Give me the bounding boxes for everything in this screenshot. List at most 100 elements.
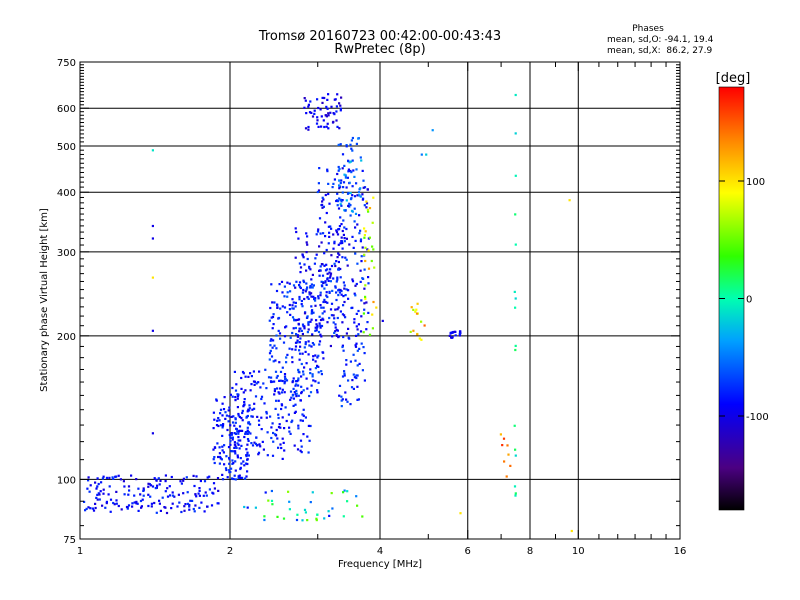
data-point — [330, 227, 333, 230]
data-point — [242, 405, 245, 408]
data-point — [315, 122, 319, 125]
data-point — [351, 280, 355, 283]
data-point — [250, 415, 253, 418]
data-point — [277, 413, 280, 416]
data-point — [224, 417, 227, 420]
data-point — [339, 143, 342, 146]
data-point — [154, 487, 157, 490]
data-point — [229, 393, 232, 396]
data-point — [229, 436, 232, 439]
data-point — [277, 446, 280, 449]
x-tick-label: 16 — [674, 546, 687, 557]
data-point — [362, 346, 365, 349]
data-point — [294, 256, 297, 259]
data-point — [135, 502, 138, 505]
data-point — [301, 332, 304, 336]
data-point — [271, 503, 274, 506]
data-point — [182, 479, 185, 482]
data-point — [345, 359, 348, 362]
data-point — [149, 495, 152, 498]
data-point — [338, 253, 341, 256]
data-point — [501, 444, 504, 447]
data-point — [297, 384, 300, 387]
data-point — [290, 420, 293, 424]
data-point — [237, 443, 240, 446]
data-point — [320, 324, 324, 328]
data-point — [337, 260, 340, 264]
data-point — [242, 372, 245, 375]
data-point — [327, 112, 330, 115]
data-point — [276, 515, 279, 518]
data-point — [286, 311, 289, 314]
data-point — [320, 373, 323, 376]
data-point — [249, 372, 252, 375]
data-point — [345, 144, 348, 147]
data-point — [358, 362, 361, 365]
data-point — [302, 325, 305, 328]
data-point — [233, 443, 236, 446]
data-point — [344, 176, 347, 179]
data-point — [351, 159, 354, 162]
data-point — [306, 387, 309, 390]
data-point — [318, 269, 321, 272]
data-point — [332, 321, 335, 324]
data-point — [246, 451, 249, 454]
data-point — [326, 278, 329, 281]
data-point — [414, 310, 417, 313]
data-point — [247, 408, 250, 411]
data-point — [203, 480, 207, 483]
data-point — [364, 259, 367, 263]
data-point — [363, 302, 366, 305]
data-point — [337, 200, 340, 203]
data-point — [298, 330, 301, 333]
data-point — [289, 432, 292, 435]
data-point — [305, 251, 308, 254]
data-point — [359, 280, 362, 283]
data-point — [108, 485, 111, 488]
data-point — [363, 308, 366, 311]
data-point — [310, 345, 313, 348]
data-point — [301, 323, 305, 326]
data-point — [159, 479, 162, 482]
data-point — [246, 462, 249, 466]
data-point — [332, 182, 335, 185]
data-point — [316, 230, 320, 233]
data-point — [332, 233, 335, 236]
data-point — [198, 487, 201, 490]
data-point — [317, 297, 320, 300]
data-point — [353, 318, 356, 321]
data-point — [358, 194, 361, 197]
data-point — [331, 289, 334, 292]
data-point — [117, 504, 120, 508]
data-point — [235, 383, 238, 386]
data-point — [321, 200, 324, 203]
data-point — [361, 246, 364, 249]
data-point — [202, 494, 205, 497]
data-point — [109, 498, 113, 501]
data-point — [291, 307, 294, 310]
data-point — [514, 297, 517, 300]
data-point — [188, 503, 191, 507]
data-point — [247, 431, 251, 434]
data-point — [217, 489, 220, 492]
data-point — [104, 506, 107, 509]
data-point — [313, 112, 316, 115]
data-point — [191, 499, 194, 502]
data-point — [338, 102, 341, 105]
data-point — [341, 229, 344, 233]
data-point — [337, 143, 340, 146]
data-point — [92, 509, 96, 512]
data-point — [314, 299, 317, 302]
data-point — [335, 110, 338, 113]
data-point — [340, 236, 343, 239]
data-point — [283, 382, 286, 385]
data-point — [307, 424, 310, 427]
colorbar-tick-label: -100 — [746, 412, 769, 423]
data-point — [298, 284, 301, 287]
data-point — [345, 145, 348, 148]
data-point — [306, 235, 309, 238]
data-point — [298, 358, 301, 361]
data-point — [300, 375, 303, 378]
data-point — [343, 370, 346, 373]
data-point — [335, 328, 338, 331]
